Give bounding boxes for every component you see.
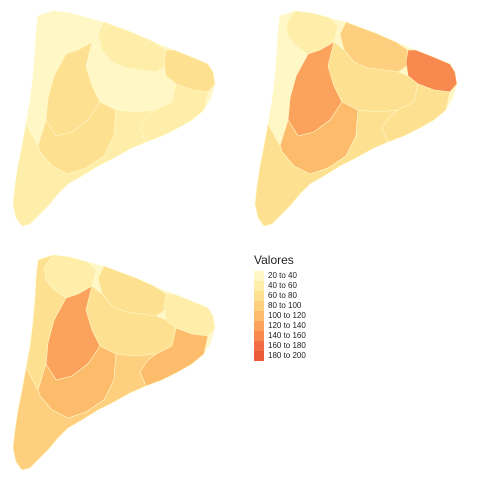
region-northeast xyxy=(163,293,216,337)
legend-entry: 120 to 140 xyxy=(254,321,384,331)
region-northeast xyxy=(163,49,216,93)
legend-label: 120 to 140 xyxy=(268,321,306,330)
legend-title: Valores xyxy=(254,253,294,267)
legend-label: 20 to 40 xyxy=(268,271,297,280)
legend-swatch xyxy=(254,281,264,291)
legend-label: 40 to 60 xyxy=(268,281,297,290)
legend-entry: 160 to 180 xyxy=(254,341,384,351)
legend-entry: 140 to 160 xyxy=(254,331,384,341)
region-ebre xyxy=(267,10,309,147)
legend-swatch xyxy=(254,341,264,351)
legend-swatch xyxy=(254,331,264,341)
legend-label: 60 to 80 xyxy=(268,291,297,300)
region-northeast xyxy=(405,49,458,93)
region-tarragona xyxy=(12,353,158,471)
legend-entry: 40 to 60 xyxy=(254,281,384,291)
region-tarragona xyxy=(254,109,400,227)
legend-entry: 180 to 200 xyxy=(254,351,384,361)
legend-swatch xyxy=(254,321,264,331)
choropleth-map-2 xyxy=(254,10,458,227)
region-tarragona xyxy=(12,109,158,227)
legend-label: 160 to 180 xyxy=(268,341,306,350)
legend-swatch xyxy=(254,311,264,321)
legend-label: 100 to 120 xyxy=(268,311,306,320)
legend-entry: 100 to 120 xyxy=(254,311,384,321)
legend-swatch xyxy=(254,291,264,301)
legend-entry: 80 to 100 xyxy=(254,301,384,311)
legend-label: 180 to 200 xyxy=(268,351,306,360)
legend-entries: 20 to 40 40 to 60 60 to 80 80 to 100 100 to … xyxy=(254,271,384,361)
region-ebre xyxy=(25,10,67,147)
legend: Valores 20 to 40 40 to 60 60 to 80 80 to 10… xyxy=(254,253,384,361)
legend-swatch xyxy=(254,271,264,281)
legend-label: 140 to 160 xyxy=(268,331,306,340)
legend-entry: 20 to 40 xyxy=(254,271,384,281)
legend-label: 80 to 100 xyxy=(268,301,302,310)
legend-swatch xyxy=(254,351,264,361)
legend-entry: 60 to 80 xyxy=(254,291,384,301)
region-ebre xyxy=(25,254,67,391)
legend-swatch xyxy=(254,301,264,311)
choropleth-map-3 xyxy=(12,254,216,471)
choropleth-map-1 xyxy=(12,10,216,227)
